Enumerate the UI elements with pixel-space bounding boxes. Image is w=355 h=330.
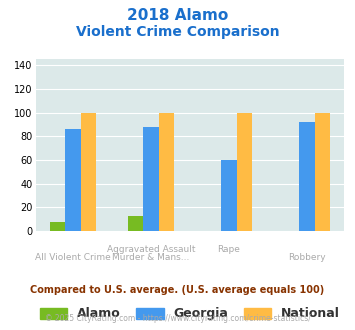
Text: Aggravated Assault: Aggravated Assault	[107, 245, 195, 254]
Bar	[315, 113, 330, 231]
Bar	[159, 113, 174, 231]
Text: Rape: Rape	[218, 245, 240, 254]
Bar	[65, 129, 81, 231]
Bar	[127, 215, 143, 231]
Text: All Violent Crime: All Violent Crime	[35, 253, 111, 262]
Text: Violent Crime Comparison: Violent Crime Comparison	[76, 25, 279, 39]
Text: Compared to U.S. average. (U.S. average equals 100): Compared to U.S. average. (U.S. average …	[31, 285, 324, 295]
Bar	[237, 113, 252, 231]
Text: © 2025 CityRating.com - https://www.cityrating.com/crime-statistics/: © 2025 CityRating.com - https://www.city…	[45, 314, 310, 323]
Bar	[50, 221, 65, 231]
Bar	[221, 160, 237, 231]
Bar	[299, 122, 315, 231]
Legend: Alamo, Georgia, National: Alamo, Georgia, National	[35, 303, 345, 325]
Text: Robbery: Robbery	[288, 253, 326, 262]
Text: 2018 Alamo: 2018 Alamo	[127, 8, 228, 23]
Bar	[143, 127, 159, 231]
Text: Murder & Mans...: Murder & Mans...	[112, 253, 190, 262]
Bar	[81, 113, 96, 231]
